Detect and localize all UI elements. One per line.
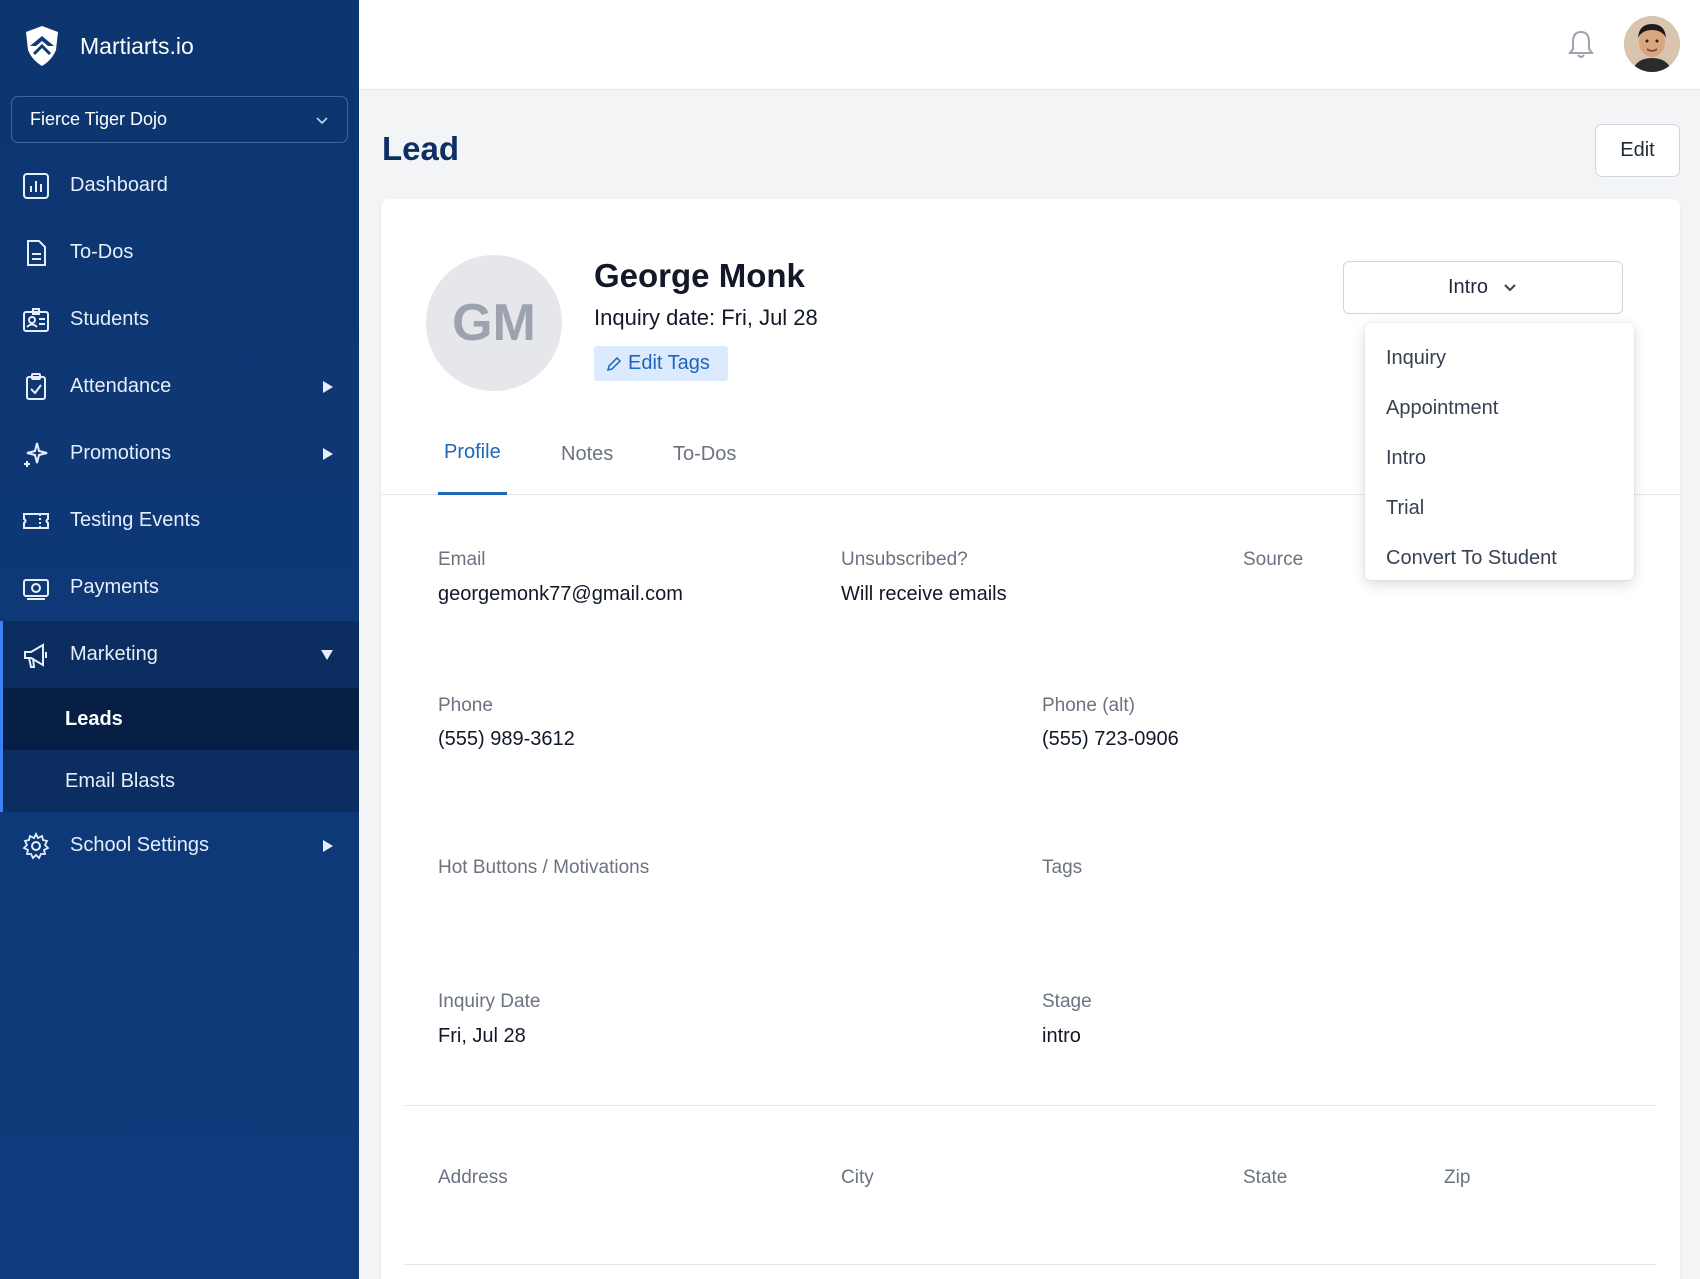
stage-select[interactable]: Intro <box>1343 261 1623 314</box>
sidebar-item-label: Marketing <box>70 643 158 665</box>
section-divider <box>404 1264 1656 1265</box>
sidebar-item-payments[interactable]: Payments <box>0 554 359 621</box>
app-name: Martiarts.io <box>80 32 194 59</box>
section-divider <box>404 1105 1656 1106</box>
email-value: georgemonk77@gmail.com <box>438 583 683 605</box>
sidebar-subitem-leads[interactable]: Leads <box>0 688 359 750</box>
sidebar-item-attendance[interactable]: Attendance <box>0 353 359 420</box>
email-label: Email <box>438 549 486 570</box>
tags-label: Tags <box>1042 857 1083 878</box>
address-label: Address <box>438 1167 508 1188</box>
sidebar-item-promotions[interactable]: Promotions <box>0 420 359 487</box>
chevron-down-icon <box>1504 283 1516 291</box>
lead-card: GM George Monk Inquiry date: Fri, Jul 28… <box>381 199 1680 1279</box>
sparkles-icon <box>20 438 52 470</box>
chart-icon <box>20 170 52 202</box>
avatar-photo-icon <box>1624 16 1680 72</box>
tab-profile[interactable]: Profile <box>438 413 507 495</box>
stage-label: Stage <box>1042 991 1092 1012</box>
inquiry-date-line: Inquiry date: Fri, Jul 28 <box>594 305 818 330</box>
chevron-down-icon <box>316 116 328 124</box>
cash-icon <box>20 572 52 604</box>
unsubscribed-value: Will receive emails <box>841 583 1007 605</box>
sidebar-item-label: Students <box>70 308 149 330</box>
page-title: Lead <box>382 130 460 167</box>
sidebar-item-label: Attendance <box>70 375 172 397</box>
phone-value: (555) 989-3612 <box>438 728 575 750</box>
phone-label: Phone <box>438 695 493 716</box>
hot-buttons-label: Hot Buttons / Motivations <box>438 857 650 878</box>
sidebar-item-label: School Settings <box>70 834 209 856</box>
clipboard-check-icon <box>20 371 52 403</box>
sidebar-item-label: Payments <box>70 576 159 598</box>
stage-option-intro[interactable]: Intro <box>1386 446 1427 469</box>
phone-alt-value: (555) 723-0906 <box>1042 728 1179 750</box>
phone-alt-label: Phone (alt) <box>1042 695 1135 716</box>
source-label: Source <box>1243 549 1304 570</box>
sidebar-item-testing-events[interactable]: Testing Events <box>0 487 359 554</box>
ticket-icon <box>20 505 52 537</box>
sidebar-item-label: Testing Events <box>70 509 201 531</box>
sidebar-nav: Dashboard To-Dos Students Attendance Pro… <box>0 152 359 879</box>
sidebar-item-label: Dashboard <box>70 174 168 196</box>
brand[interactable]: Martiarts.io <box>22 22 194 70</box>
shield-logo-icon <box>26 26 58 66</box>
edit-button[interactable]: Edit <box>1595 124 1680 177</box>
user-avatar[interactable] <box>1624 16 1680 72</box>
tab-todos[interactable]: To-Dos <box>673 442 737 465</box>
unsubscribed-label: Unsubscribed? <box>841 549 968 570</box>
id-card-icon <box>20 304 52 336</box>
stage-option-appointment[interactable]: Appointment <box>1386 396 1499 419</box>
sidebar-item-label: Promotions <box>70 442 172 464</box>
top-bar <box>359 0 1700 90</box>
school-select[interactable]: Fierce Tiger Dojo <box>11 96 348 143</box>
sidebar-item-dashboard[interactable]: Dashboard <box>0 152 359 219</box>
expand-arrow-icon[interactable] <box>323 447 333 460</box>
zip-label: Zip <box>1444 1167 1471 1188</box>
tab-bar: Profile Notes To-Dos <box>381 413 1680 495</box>
edit-tags-button[interactable]: Edit Tags <box>594 346 728 381</box>
pencil-icon <box>606 356 622 371</box>
megaphone-icon <box>20 639 52 671</box>
state-label: State <box>1243 1167 1288 1188</box>
tab-notes[interactable]: Notes <box>561 442 614 465</box>
gear-icon <box>20 830 52 862</box>
inquiry-date-label: Inquiry Date <box>438 991 541 1012</box>
stage-option-inquiry[interactable]: Inquiry <box>1386 346 1447 369</box>
sidebar-item-label: To-Dos <box>70 241 134 263</box>
bell-icon[interactable] <box>1566 28 1596 60</box>
stage-value: intro <box>1042 1025 1081 1047</box>
sidebar-item-marketing[interactable]: Marketing <box>0 621 359 688</box>
inquiry-date-value: Fri, Jul 28 <box>438 1025 526 1047</box>
stage-option-trial[interactable]: Trial <box>1386 496 1425 519</box>
lead-initials-avatar: GM <box>426 255 562 391</box>
sidebar-item-todos[interactable]: To-Dos <box>0 219 359 286</box>
expand-arrow-icon[interactable] <box>323 380 333 393</box>
lead-name: George Monk <box>594 257 805 294</box>
school-select-value: Fierce Tiger Dojo <box>30 109 168 129</box>
city-label: City <box>841 1167 874 1188</box>
sidebar-item-school-settings[interactable]: School Settings <box>0 812 359 879</box>
document-icon <box>20 237 52 269</box>
stage-option-convert-to-student[interactable]: Convert To Student <box>1386 546 1557 569</box>
stage-select-value: Intro <box>1447 276 1489 298</box>
collapse-arrow-icon[interactable] <box>321 649 333 660</box>
edit-tags-label: Edit Tags <box>628 352 710 374</box>
sidebar-item-students[interactable]: Students <box>0 286 359 353</box>
sidebar-subitem-email-blasts[interactable]: Email Blasts <box>0 750 359 812</box>
stage-dropdown-menu: Inquiry Appointment Intro Trial Convert … <box>1365 323 1634 580</box>
sidebar: Martiarts.io Fierce Tiger Dojo Dashboard… <box>0 0 359 1279</box>
expand-arrow-icon[interactable] <box>323 839 333 852</box>
